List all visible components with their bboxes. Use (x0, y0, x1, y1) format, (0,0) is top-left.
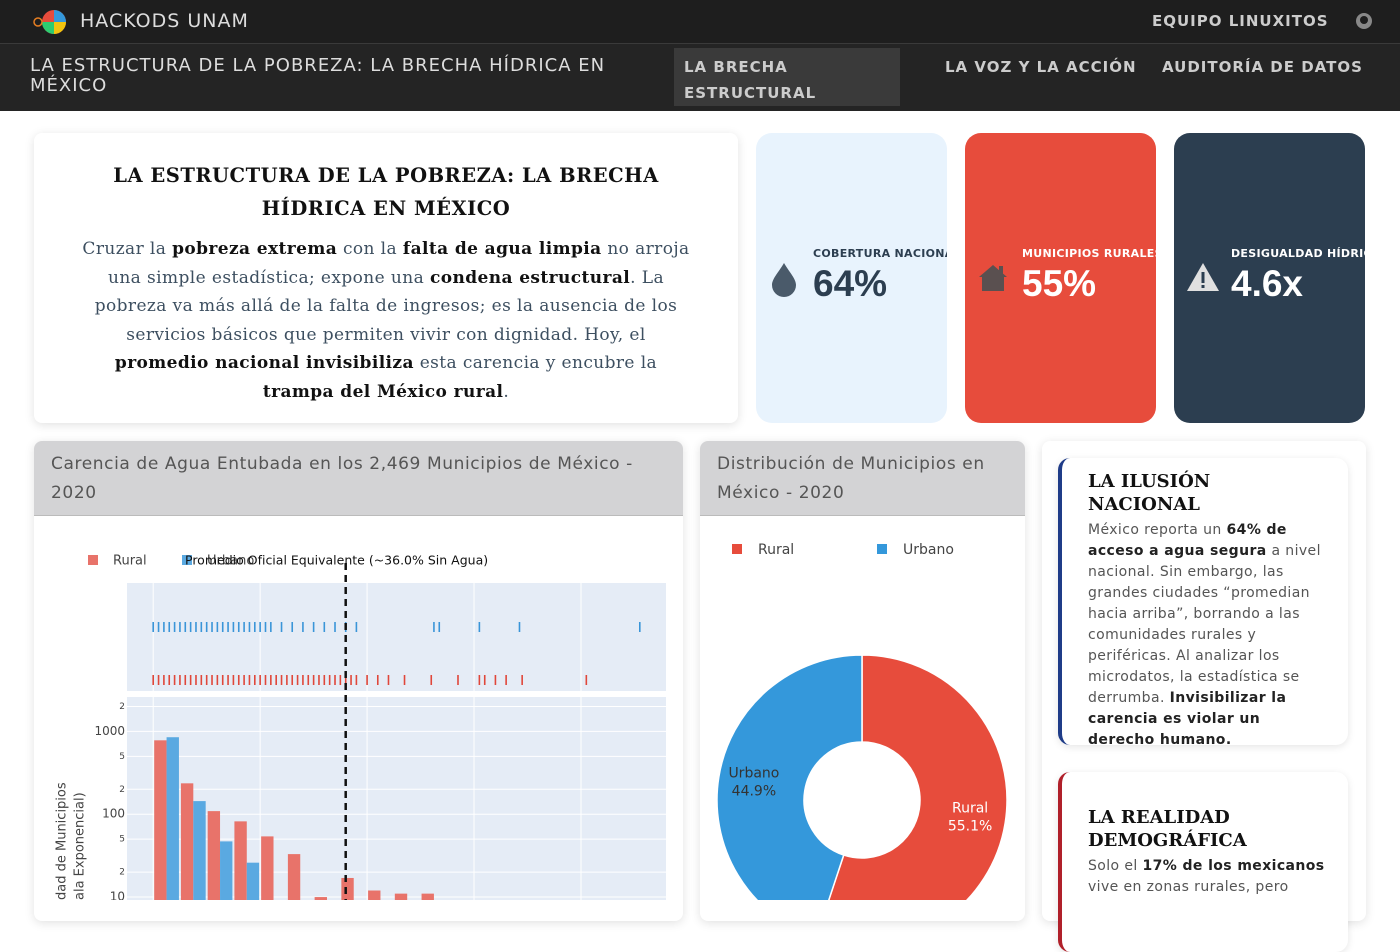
text-run: esta carencia y encubre la (413, 353, 658, 374)
kpi-label: MUNICIPIOS RURALES (1022, 247, 1156, 260)
text-run: Cruzar la (82, 239, 173, 259)
pie-panel: Distribución de Municipios en México - 2… (700, 441, 1025, 921)
text-run: Invisibilizar la carencia es violar un d… (1088, 690, 1287, 748)
panel-title: Distribución de Municipios en México - 2… (700, 441, 1025, 516)
drop-icon (772, 263, 796, 297)
kpi-card: MUNICIPIOS RURALES 55% (965, 133, 1156, 423)
story-title: LA REALIDAD DEMOGRÁFICA (1088, 807, 1247, 851)
warning-icon (1187, 263, 1219, 291)
text-run: a nivel nacional. Sin embargo, las grand… (1088, 543, 1321, 706)
intro-title: LA ESTRUCTURA DE LA POBREZA: LA BRECHA H… (113, 164, 659, 220)
story-title: LA ILUSIÓN NACIONAL (1088, 471, 1211, 515)
kpi-value: 55% (1022, 263, 1097, 304)
intro-text: Cruzar la pobreza extrema con la falta d… (78, 235, 694, 407)
text-run: trampa del México rural (262, 381, 504, 402)
panel-title: Carencia de Agua Entubada en los 2,469 M… (34, 441, 683, 516)
text-run: con la (337, 239, 403, 259)
story-card: LA ILUSIÓN NACIONAL México reporta un 64… (1058, 458, 1348, 748)
text-run: falta de agua limpia (402, 239, 602, 259)
text-run: Solo el (1088, 858, 1143, 874)
sub-nav: LA ESTRUCTURA DE LA POBREZA: LA BRECHA H… (0, 44, 1400, 111)
kpi-value: 4.6x (1231, 263, 1304, 304)
kpi-card: COBERTURA NACIONAL 64% (756, 133, 947, 423)
kpi-card: DESIGUALDAD HÍDRICA I 4.6x (1174, 133, 1365, 423)
kpi-value: 64% (813, 263, 888, 304)
text-run: México reporta un (1088, 522, 1227, 538)
logo (33, 10, 66, 34)
text-run: 64% de acceso a agua segura (1088, 522, 1287, 559)
brand[interactable]: HACKODS UNAM (80, 10, 249, 32)
text-run: vive en zonas rurales, pero (1088, 879, 1289, 895)
house-icon (979, 265, 1007, 291)
kpi-label: COBERTURA NACIONAL (813, 247, 947, 260)
page-title: LA ESTRUCTURA DE LA POBREZA: LA BRECHA H… (30, 55, 606, 96)
story-text: México reporta un 64% de acceso a agua s… (1088, 520, 1328, 751)
story-card: LA REALIDAD DEMOGRÁFICA Solo el 17% de l… (1058, 772, 1348, 952)
kpi-label: DESIGUALDAD HÍDRICA I (1231, 247, 1365, 260)
team-link[interactable]: EQUIPO LINUXITOS (1152, 12, 1329, 30)
sidebar: LA ILUSIÓN NACIONAL México reporta un 64… (1042, 441, 1366, 952)
top-bar: HACKODS UNAM EQUIPO LINUXITOS (0, 0, 1400, 44)
text-run: promedio nacional invisibiliza (114, 353, 414, 374)
text-run: 17% de los mexicanos (1142, 858, 1325, 874)
tab[interactable]: LA BRECHA ESTRUCTURAL (674, 48, 900, 106)
tab[interactable]: LA VOZ Y LA ACCIÓN (945, 58, 1137, 76)
histogram-panel: Carencia de Agua Entubada en los 2,469 M… (34, 441, 683, 921)
story-text: Solo el 17% de los mexicanos vive en zon… (1088, 856, 1328, 898)
tab[interactable]: AUDITORÍA DE DATOS (1162, 58, 1363, 76)
text-run: no arroja una simple estadística; expone… (107, 239, 690, 288)
text-run: . (503, 381, 510, 402)
text-run: pobreza extrema (172, 239, 338, 259)
text-run: condena estructural (429, 267, 631, 288)
text-run: . La pobreza va más allá de la falta de … (94, 267, 678, 345)
intro-card: LA ESTRUCTURA DE LA POBREZA: LA BRECHA H… (34, 133, 738, 423)
github-icon[interactable] (1355, 12, 1373, 30)
